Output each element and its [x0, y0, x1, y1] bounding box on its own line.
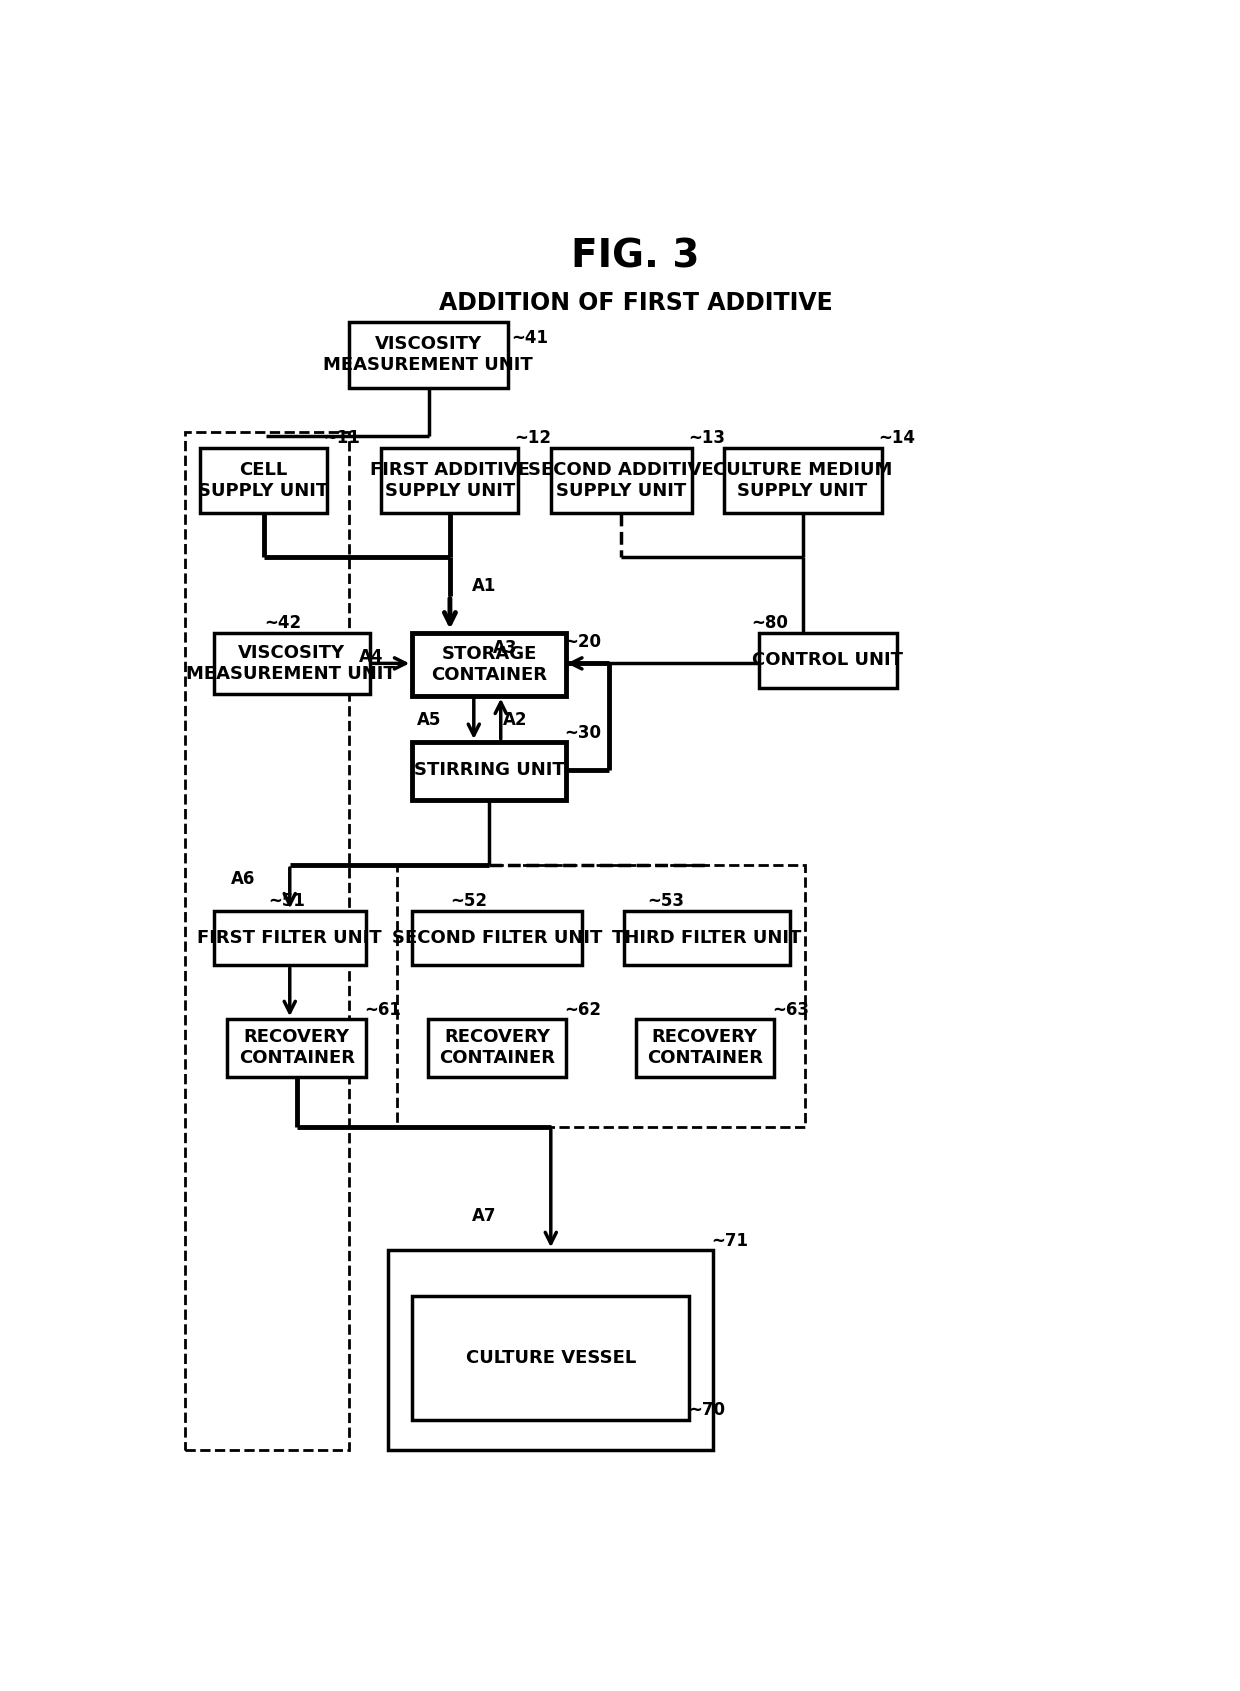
Text: ~41: ~41	[511, 328, 548, 347]
Bar	[635, 1020, 774, 1077]
Text: FIRST ADDITIVE
SUPPLY UNIT: FIRST ADDITIVE SUPPLY UNIT	[370, 460, 529, 499]
Text: ~42: ~42	[264, 614, 301, 631]
Text: ~12: ~12	[515, 430, 552, 446]
Bar	[624, 911, 790, 966]
Text: FIG. 3: FIG. 3	[572, 238, 699, 276]
Text: ~14: ~14	[878, 430, 915, 446]
Text: ~71: ~71	[711, 1231, 748, 1250]
Text: ~20: ~20	[564, 632, 601, 651]
Text: VISCOSITY
MEASUREMENT UNIT: VISCOSITY MEASUREMENT UNIT	[186, 644, 397, 683]
Text: A4: A4	[358, 648, 383, 666]
Bar	[412, 1297, 689, 1419]
Text: RECOVERY
CONTAINER: RECOVERY CONTAINER	[238, 1028, 355, 1067]
Bar	[350, 323, 508, 387]
Bar	[759, 632, 898, 688]
Text: ~80: ~80	[751, 614, 787, 631]
Text: CONTROL UNIT: CONTROL UNIT	[753, 651, 904, 670]
Text: ~52: ~52	[450, 893, 487, 910]
Text: ADDITION OF FIRST ADDITIVE: ADDITION OF FIRST ADDITIVE	[439, 291, 832, 315]
Text: A6: A6	[231, 869, 255, 888]
Text: RECOVERY
CONTAINER: RECOVERY CONTAINER	[439, 1028, 556, 1067]
Bar	[382, 448, 518, 514]
Text: ~61: ~61	[365, 1001, 402, 1020]
Text: STORAGE
CONTAINER: STORAGE CONTAINER	[432, 644, 547, 683]
Bar	[213, 911, 366, 966]
Text: A3: A3	[494, 639, 517, 658]
Bar	[201, 448, 327, 514]
Bar	[412, 742, 567, 800]
Bar	[412, 911, 582, 966]
Text: A1: A1	[472, 577, 497, 595]
Text: SECOND ADDITIVE
SUPPLY UNIT: SECOND ADDITIVE SUPPLY UNIT	[528, 460, 714, 499]
Text: A7: A7	[472, 1207, 497, 1226]
Bar	[724, 448, 882, 514]
Text: ~63: ~63	[773, 1001, 810, 1020]
Bar	[397, 866, 805, 1126]
Bar	[551, 448, 692, 514]
Text: ~11: ~11	[324, 430, 361, 446]
Text: ~30: ~30	[564, 724, 601, 742]
Text: ~62: ~62	[564, 1001, 601, 1020]
Text: CULTURE VESSEL: CULTURE VESSEL	[466, 1349, 636, 1366]
Text: ~13: ~13	[688, 430, 725, 446]
Text: ~70: ~70	[688, 1402, 725, 1419]
Text: FIRST FILTER UNIT: FIRST FILTER UNIT	[197, 930, 382, 947]
Text: A2: A2	[503, 712, 527, 729]
Bar	[412, 632, 567, 695]
Text: VISCOSITY
MEASUREMENT UNIT: VISCOSITY MEASUREMENT UNIT	[324, 335, 533, 374]
Bar	[213, 632, 370, 695]
Text: THIRD FILTER UNIT: THIRD FILTER UNIT	[611, 930, 801, 947]
Text: ~53: ~53	[647, 893, 684, 910]
Text: CULTURE MEDIUM
SUPPLY UNIT: CULTURE MEDIUM SUPPLY UNIT	[713, 460, 893, 499]
Bar	[388, 1250, 713, 1451]
Text: SECOND FILTER UNIT: SECOND FILTER UNIT	[392, 930, 603, 947]
Bar	[428, 1020, 567, 1077]
Text: RECOVERY
CONTAINER: RECOVERY CONTAINER	[647, 1028, 763, 1067]
Bar	[185, 433, 350, 1451]
Bar	[227, 1020, 366, 1077]
Text: A5: A5	[417, 712, 441, 729]
Text: STIRRING UNIT: STIRRING UNIT	[414, 761, 564, 780]
Text: CELL
SUPPLY UNIT: CELL SUPPLY UNIT	[198, 460, 329, 499]
Text: ~51: ~51	[268, 893, 305, 910]
